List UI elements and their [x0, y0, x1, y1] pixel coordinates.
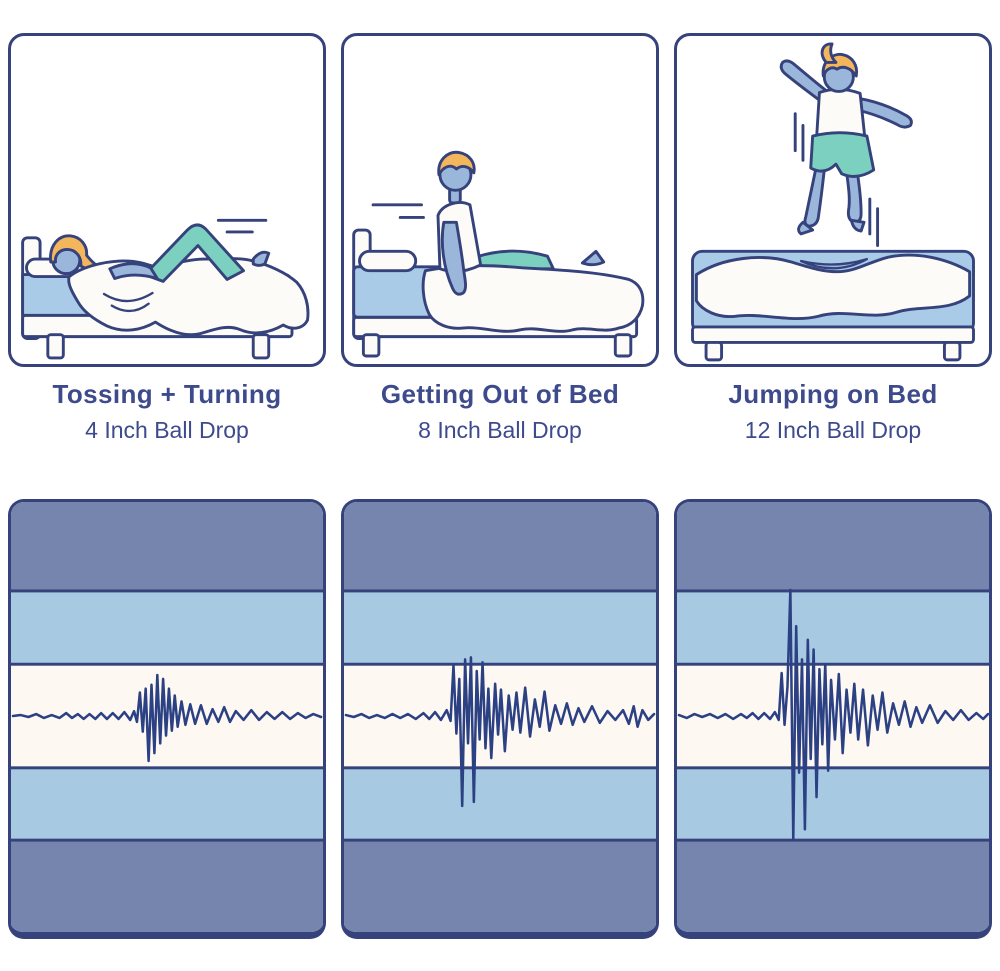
arm: [108, 262, 159, 280]
teal-blanket-fold: [474, 249, 555, 271]
sitting-person: [436, 150, 483, 296]
arm: [440, 220, 468, 296]
seismograph-4-inch: [11, 501, 323, 932]
seismograph-panel-8-inch: [341, 498, 659, 939]
motion-lines: [216, 218, 268, 234]
card-jumping-on-bed: [674, 33, 992, 367]
card-subtitle: 4 Inch Ball Drop: [85, 417, 249, 444]
bed-leg: [613, 333, 633, 358]
vibration-waveform-small: [11, 673, 323, 763]
extended-arm: [854, 96, 913, 129]
motion-lines: [793, 112, 880, 247]
wavy-mattress-top: [694, 253, 972, 320]
bent-knee: [143, 223, 245, 283]
label-getting-out-of-bed: Getting Out of Bed 8 Inch Ball Drop: [341, 379, 659, 445]
foot: [251, 250, 271, 267]
skirt: [809, 131, 876, 178]
foot: [849, 218, 866, 233]
vibration-waveform-medium: [344, 655, 656, 807]
motion-lines: [371, 203, 425, 219]
card-title: Tossing + Turning: [52, 379, 282, 409]
card-getting-out-of-bed: [341, 33, 659, 367]
card-title: Jumping on Bed: [728, 379, 938, 409]
blanket-fold-line: [110, 302, 150, 313]
hair: [437, 150, 476, 177]
bed: [691, 249, 975, 362]
leg: [803, 168, 826, 228]
ponytail: [820, 42, 838, 64]
label-jumping-on-bed: Jumping on Bed 12 Inch Ball Drop: [674, 379, 992, 445]
jumping-on-bed-illustration: [691, 42, 975, 362]
bed-leg: [46, 333, 65, 360]
blanket: [67, 257, 310, 337]
blanket-shape: [421, 264, 645, 333]
tossing-turning-illustration: [21, 218, 310, 360]
seismograph-panel-12-inch: [674, 498, 992, 939]
mattress-dip-shadow: [799, 257, 869, 270]
bed-frame: [691, 325, 975, 344]
seismograph-row: [8, 498, 992, 939]
blanket: [421, 249, 645, 333]
foot-under-blanket: [580, 249, 606, 267]
blanket-fold-line: [102, 291, 154, 303]
jumping-child: [779, 42, 913, 236]
leg: [845, 170, 863, 224]
card-subtitle: 12 Inch Ball Drop: [744, 417, 922, 444]
pillow: [358, 249, 418, 273]
bed-leg: [942, 340, 962, 362]
bed-leg: [251, 333, 271, 360]
label-tossing-turning: Tossing + Turning 4 Inch Ball Drop: [8, 379, 326, 445]
card-tossing-turning: [8, 33, 326, 367]
illustration-cards-row: [8, 33, 992, 367]
card-subtitle: 8 Inch Ball Drop: [418, 417, 582, 444]
seismograph-8-inch: [344, 501, 656, 932]
vibration-waveform-large: [677, 588, 989, 841]
blanket-shape: [67, 257, 310, 337]
labels-row: Tossing + Turning 4 Inch Ball Drop Getti…: [8, 379, 992, 445]
bed-leg: [361, 333, 381, 358]
getting-out-of-bed-illustration: [352, 150, 645, 358]
mattress-layer-stripes: [11, 501, 323, 932]
seismograph-panel-4-inch: [8, 498, 326, 939]
card-title: Getting Out of Bed: [380, 379, 620, 409]
foot: [797, 220, 815, 236]
mattress-layer-stripes: [677, 501, 989, 932]
seismograph-12-inch: [677, 501, 989, 932]
bed-leg: [704, 340, 724, 362]
